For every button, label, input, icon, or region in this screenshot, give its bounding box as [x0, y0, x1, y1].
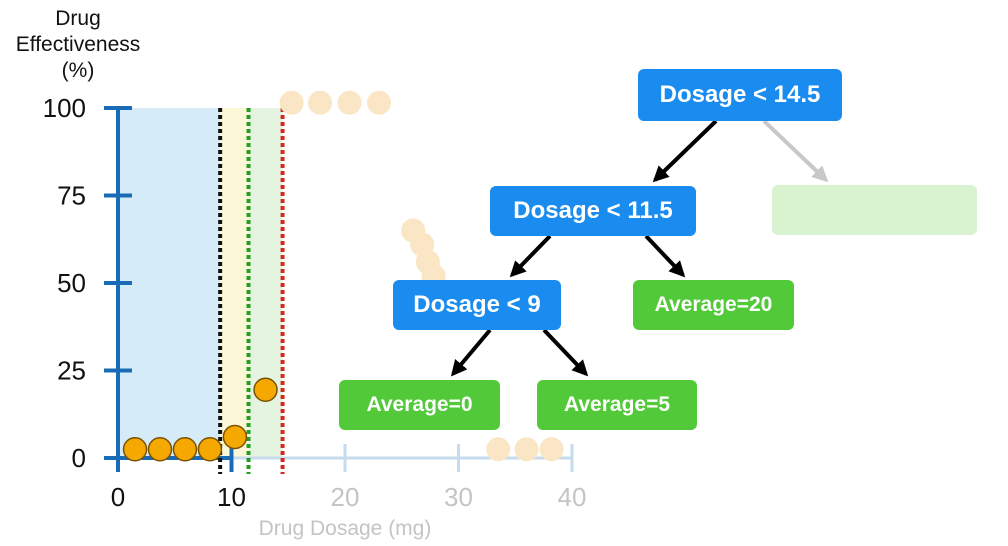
y-tick-label-75: 75	[57, 181, 86, 211]
arrow-node2-to-leaf20	[644, 234, 686, 278]
tree-leaf-faded	[772, 185, 977, 235]
data-point-4	[222, 424, 248, 450]
faded-point-3	[367, 90, 392, 115]
data-point-5	[253, 377, 278, 402]
faded-point-10	[539, 437, 564, 462]
arrow-root-to-faded-leaf	[762, 119, 829, 183]
tree-arrows	[450, 119, 829, 377]
x-axis-label: Drug Dosage (mg)	[259, 517, 432, 540]
threshold-lines	[218, 108, 285, 474]
faded-point-8	[486, 437, 511, 462]
region-2	[248, 108, 283, 458]
arrow-root-to-node2	[652, 119, 718, 183]
x-tick-label-0: 0	[111, 482, 125, 512]
tree-node-root: Dosage < 14.5	[638, 69, 842, 121]
region-1	[220, 108, 249, 458]
y-tick-label-0: 0	[72, 443, 86, 473]
x-tick-label-10: 10	[217, 482, 246, 512]
tree-node-dosage-11-5: Dosage < 11.5	[490, 186, 696, 236]
data-point-3	[197, 437, 223, 462]
x-tick-label-30: 30	[444, 482, 473, 512]
data-point-0	[122, 437, 148, 462]
faded-point-9	[514, 437, 539, 462]
y-axis-label-line-2: Effectiveness	[15, 33, 141, 56]
arrow-node3-to-leaf0	[450, 328, 492, 377]
faded-point-1	[308, 90, 333, 115]
y-tick-label-50: 50	[57, 268, 86, 298]
y-tick-label-25: 25	[57, 356, 86, 386]
y-axis-label-line-3: (%)	[61, 59, 95, 82]
tree-leaf-average-0: Average=0	[339, 380, 500, 430]
region-0	[118, 108, 221, 458]
x-tick-label-40: 40	[558, 482, 587, 512]
tree-leaf-average-20: Average=20	[633, 280, 794, 330]
arrow-node3-to-leaf5	[542, 328, 589, 377]
faded-point-2	[337, 90, 362, 115]
threshold-regions	[118, 108, 283, 458]
y-tick-label-100: 100	[43, 93, 86, 123]
tree-node-dosage-9: Dosage < 9	[393, 280, 561, 330]
arrow-node2-to-node3	[509, 234, 552, 278]
data-point-1	[147, 437, 173, 462]
y-axis-label-line-1: Drug	[55, 7, 101, 30]
x-tick-label-20: 20	[331, 482, 360, 512]
faded-point-0	[279, 90, 304, 115]
data-points	[122, 90, 564, 462]
tree-leaf-average-5: Average=5	[537, 380, 697, 430]
data-point-2	[172, 437, 198, 462]
